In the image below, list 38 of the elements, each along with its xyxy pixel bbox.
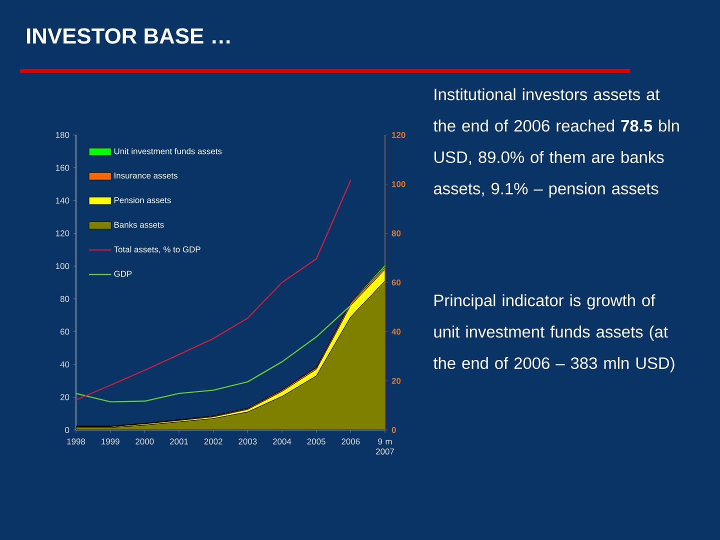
y2-tick-label: 120 <box>392 132 406 138</box>
y-tick-label: 180 <box>56 132 70 138</box>
y-tick-label: 40 <box>60 361 70 368</box>
legend-label: Insurance assets <box>114 172 178 179</box>
x-tick-label: 2005 <box>307 438 326 445</box>
legend-label: Pension assets <box>114 196 171 204</box>
x-tick-label: 2004 <box>273 438 292 445</box>
x-tick-label: 2003 <box>238 438 257 445</box>
y2-tick-label: 20 <box>392 378 401 384</box>
x-tick-label: 2001 <box>170 438 188 445</box>
x-tick-label: 2000 <box>136 438 154 445</box>
y-tick-label: 0 <box>65 427 70 433</box>
y2-tick-label: 0 <box>392 427 396 433</box>
legend-label: Unit investment funds assets <box>114 148 222 154</box>
y-tick-label: 120 <box>56 230 70 236</box>
y-tick-label: 60 <box>60 328 70 335</box>
legend-label: Total assets, % to GDP <box>114 246 200 254</box>
y2-tick-label: 40 <box>392 328 401 335</box>
legend-label: Banks assets <box>114 222 164 228</box>
text: Principal indicator is growth of unit investment funds assets (at the end of 2006 – 383 mln USD) <box>433 294 674 372</box>
y-tick-label: 20 <box>60 394 70 400</box>
x-tick-label: 1998 <box>67 438 86 445</box>
chart-title: INVESTOR BASE … <box>26 28 230 44</box>
y-tick-label: 100 <box>56 263 70 270</box>
y2-tick-label: 60 <box>392 280 401 286</box>
y-tick-label: 80 <box>60 296 70 302</box>
text: Institutional investors assets at the end of 2006 reached 78.5 bln USD, 89.0% of them are banks assets, 9.1% – pension assets <box>433 88 679 198</box>
x-tick-label: 9 m 2007 <box>376 438 394 454</box>
y-tick-label: 140 <box>56 198 70 204</box>
x-tick-label: 2002 <box>204 438 222 445</box>
y-tick-label: 160 <box>56 164 70 171</box>
x-tick-label: 2006 <box>342 438 360 445</box>
legend-label: GDP <box>114 270 132 277</box>
x-tick-label: 1999 <box>102 438 120 445</box>
y2-tick-label: 80 <box>392 230 401 236</box>
y2-tick-label: 100 <box>392 181 406 188</box>
line-series <box>76 304 352 402</box>
line-series <box>76 180 352 401</box>
